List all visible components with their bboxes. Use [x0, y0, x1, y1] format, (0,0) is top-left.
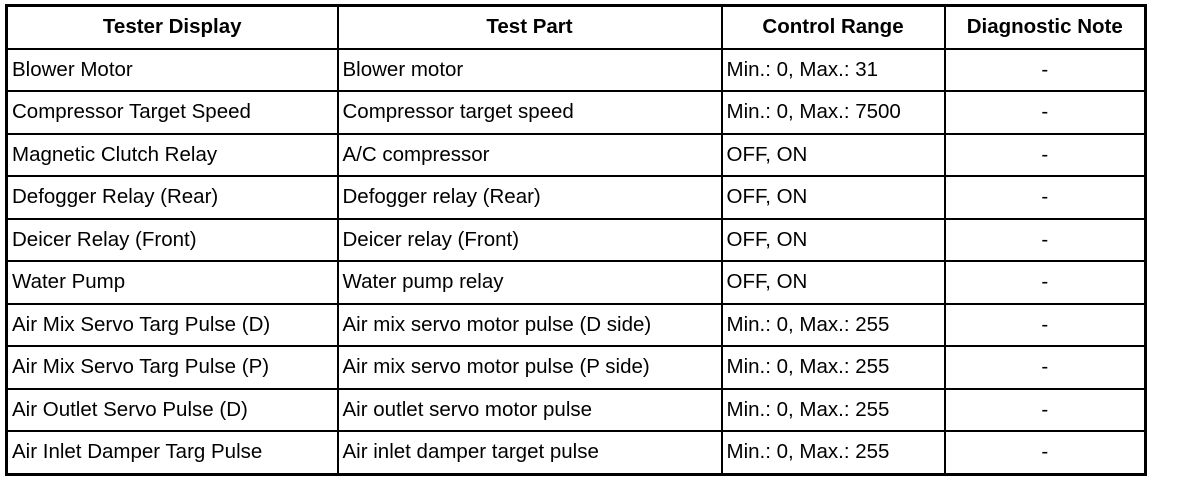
test-part-cell: Defogger relay (Rear) — [336, 175, 723, 220]
table-row: Blower Motor Blower motor Min.: 0, Max.: 3… — [5, 47, 1147, 92]
control-range-cell: Min.: 0, Max.: 255 — [720, 430, 946, 475]
table-row: Defogger Relay (Rear) Defogger relay (Rea… — [5, 175, 1147, 220]
table-row: Air Mix Servo Targ Pulse (D) Air mix serv… — [5, 302, 1147, 347]
header-diagnostic-note: Diagnostic Note — [943, 4, 1147, 50]
diagnostic-note-cell: - — [943, 260, 1147, 305]
active-test-table: Tester Display Test Part Control Range D… — [5, 4, 1147, 476]
table-row: Compressor Target Speed Compressor target… — [5, 90, 1147, 135]
diagnostic-note-cell: - — [943, 217, 1147, 262]
control-range-cell: OFF, ON — [720, 217, 946, 262]
tester-display-cell: Air Inlet Damper Targ Pulse — [5, 430, 339, 475]
table-row: Air Inlet Damper Targ Pulse Air inlet dam… — [5, 430, 1147, 475]
tester-display-cell: Air Outlet Servo Pulse (D) — [5, 387, 339, 432]
diagnostic-note-cell: - — [943, 345, 1147, 390]
control-range-cell: Min.: 0, Max.: 255 — [720, 302, 946, 347]
test-part-cell: Water pump relay — [336, 260, 723, 305]
tester-display-cell: Air Mix Servo Targ Pulse (D) — [5, 302, 339, 347]
test-part-cell: Air mix servo motor pulse (P side) — [336, 345, 723, 390]
table-row: Water Pump Water pump relay OFF, ON - — [5, 260, 1147, 305]
table-row: Air Mix Servo Targ Pulse (P) Air mix serv… — [5, 345, 1147, 390]
test-part-cell: Blower motor — [336, 47, 723, 92]
diagnostic-note-cell: - — [943, 175, 1147, 220]
test-part-cell: Compressor target speed — [336, 90, 723, 135]
diagnostic-note-cell: - — [943, 90, 1147, 135]
tester-display-cell: Compressor Target Speed — [5, 90, 339, 135]
diagnostic-note-cell: - — [943, 430, 1147, 475]
tester-display-cell: Magnetic Clutch Relay — [5, 132, 339, 177]
diagnostic-note-cell: - — [943, 132, 1147, 177]
test-part-cell: Air outlet servo motor pulse — [336, 387, 723, 432]
table-row: Magnetic Clutch Relay A/C compressor OFF, … — [5, 132, 1147, 177]
control-range-cell: OFF, ON — [720, 175, 946, 220]
header-test-part: Test Part — [336, 4, 723, 50]
diagnostic-note-cell: - — [943, 47, 1147, 92]
table-row: Deicer Relay (Front) Deicer relay (Front)… — [5, 217, 1147, 262]
diagnostic-note-cell: - — [943, 302, 1147, 347]
control-range-cell: Min.: 0, Max.: 255 — [720, 345, 946, 390]
control-range-cell: Min.: 0, Max.: 31 — [720, 47, 946, 92]
tester-display-cell: Defogger Relay (Rear) — [5, 175, 339, 220]
table-row: Air Outlet Servo Pulse (D) Air outlet ser… — [5, 387, 1147, 432]
control-range-cell: OFF, ON — [720, 260, 946, 305]
diagnostic-note-cell: - — [943, 387, 1147, 432]
test-part-cell: Deicer relay (Front) — [336, 217, 723, 262]
tester-display-cell: Air Mix Servo Targ Pulse (P) — [5, 345, 339, 390]
header-tester-display: Tester Display — [5, 4, 339, 50]
tester-display-cell: Water Pump — [5, 260, 339, 305]
header-control-range: Control Range — [720, 4, 946, 50]
test-part-cell: A/C compressor — [336, 132, 723, 177]
control-range-cell: Min.: 0, Max.: 7500 — [720, 90, 946, 135]
test-part-cell: Air inlet damper target pulse — [336, 430, 723, 475]
tester-display-cell: Deicer Relay (Front) — [5, 217, 339, 262]
header-row: Tester Display Test Part Control Range D… — [5, 4, 1147, 50]
control-range-cell: OFF, ON — [720, 132, 946, 177]
control-range-cell: Min.: 0, Max.: 255 — [720, 387, 946, 432]
tester-display-cell: Blower Motor — [5, 47, 339, 92]
test-part-cell: Air mix servo motor pulse (D side) — [336, 302, 723, 347]
